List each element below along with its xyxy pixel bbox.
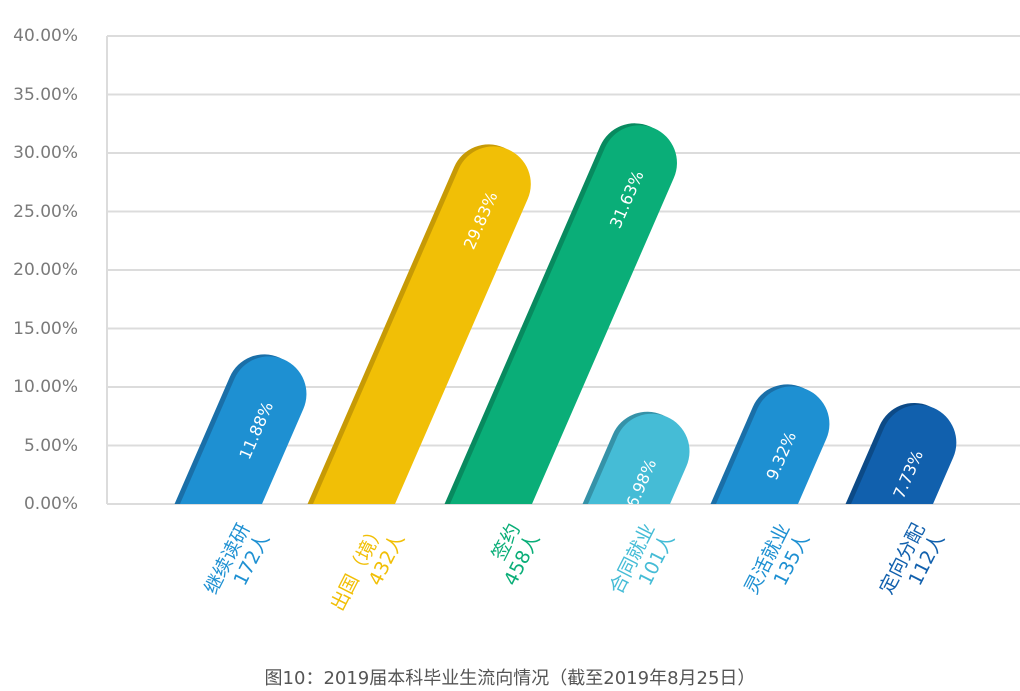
bar-6: 7.73% [839, 402, 957, 504]
bar-3: 31.63% [438, 123, 677, 504]
bars: 11.88%29.83% 31.63%6.98%9.32% 7.73% [168, 123, 957, 504]
bar-1: 11.88% [168, 354, 307, 504]
y-tick-label: 25.00% [13, 201, 78, 222]
bar-4: 6.98% [576, 411, 690, 504]
bar-5: 9.32% [704, 384, 830, 504]
chart-caption: 图10：2019届本科毕业生流向情况（截至2019年8月25日） [264, 668, 756, 689]
y-tick-label: 35.00% [13, 84, 78, 105]
bar-2: 29.83% [301, 144, 531, 504]
y-tick-label: 20.00% [13, 260, 78, 280]
y-tick-label: 30.00% [13, 143, 78, 163]
y-tick-label: 0.00% [23, 494, 78, 514]
y-tick-label: 5.00% [23, 435, 78, 456]
y-tick-label: 10.00% [13, 377, 78, 397]
y-tick-label: 40.00% [13, 26, 78, 46]
y-tick-label: 15.00% [13, 318, 78, 339]
